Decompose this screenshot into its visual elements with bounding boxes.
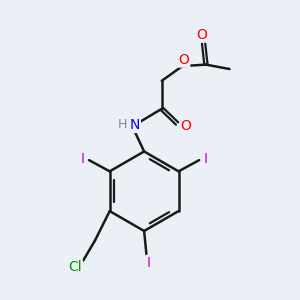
Text: O: O [178,52,189,67]
Text: H: H [117,118,127,131]
Text: I: I [147,256,151,270]
Text: I: I [204,152,208,166]
Text: I: I [81,152,85,166]
Text: O: O [196,28,207,42]
Text: N: N [130,118,140,132]
Text: Cl: Cl [68,260,82,274]
Text: O: O [181,119,191,134]
